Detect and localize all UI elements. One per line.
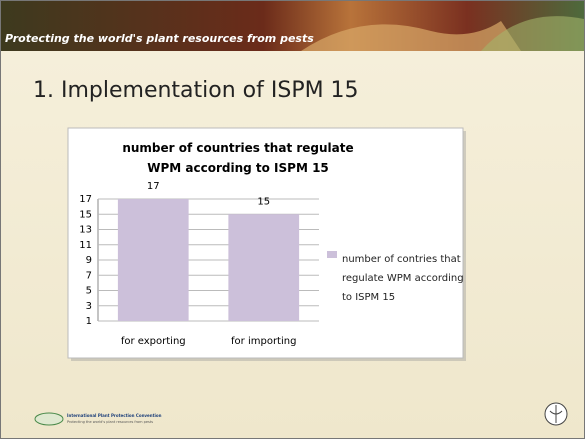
x-tick-label: for importing <box>231 336 296 347</box>
y-tick-label: 15 <box>79 209 92 220</box>
y-tick-label: 11 <box>79 240 92 251</box>
data-label: 17 <box>147 181 160 192</box>
fao-logo-mark <box>549 405 563 423</box>
y-tick-label: 3 <box>86 301 92 312</box>
footer-org: International Plant Protection Conventio… <box>67 413 162 418</box>
chart-title: number of countries that regulate WPM ac… <box>122 141 354 175</box>
slide-title: 1. Implementation of ISPM 15 <box>33 78 359 103</box>
x-tick-label: for exporting <box>121 336 186 347</box>
y-tick-label: 1 <box>86 316 92 327</box>
y-tick-label: 17 <box>79 194 92 205</box>
banner-text: Protecting the world's plant resources f… <box>5 32 314 45</box>
data-label: 15 <box>257 196 270 207</box>
banner-decoration <box>481 16 584 51</box>
bar <box>117 199 189 321</box>
banner-decoration <box>301 21 521 51</box>
y-tick-label: 9 <box>86 255 92 266</box>
y-tick-label: 13 <box>79 225 92 236</box>
footer-logo: International Plant Protection Conventio… <box>34 412 162 426</box>
y-tick-label: 5 <box>86 286 92 297</box>
y-tick-label: 7 <box>86 270 92 281</box>
footer-tagline: Protecting the world's plant resources f… <box>67 420 153 424</box>
legend-label: number of contries that regulate WPM acc… <box>342 254 464 303</box>
legend-swatch <box>327 251 337 258</box>
bar <box>228 214 300 321</box>
